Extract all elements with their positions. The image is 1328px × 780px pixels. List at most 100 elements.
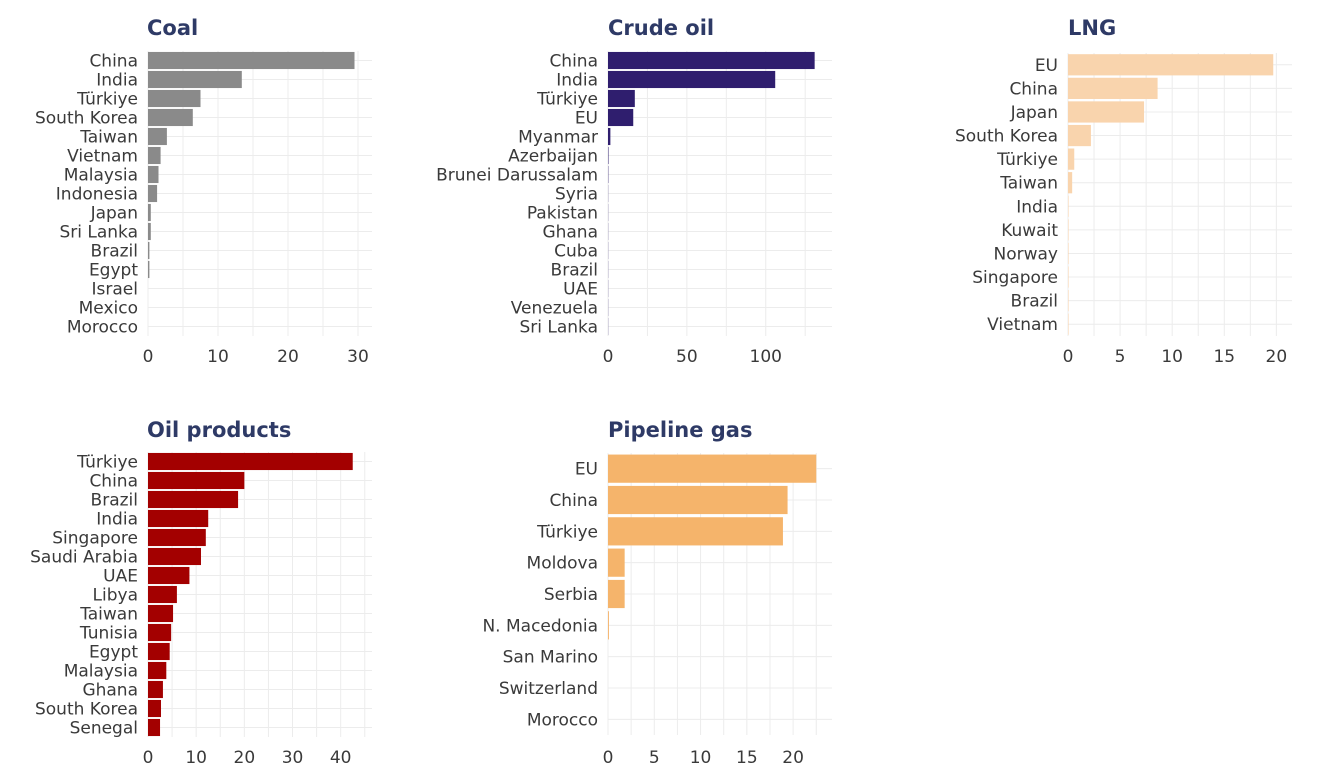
x-tick-label: 30 <box>282 748 304 768</box>
category-label: Morocco <box>67 318 138 338</box>
x-tick-label: 5 <box>649 748 660 768</box>
bar <box>608 611 609 640</box>
bar <box>1068 101 1145 123</box>
category-label: Vietnam <box>67 147 138 167</box>
x-tick-label: 0 <box>603 748 614 768</box>
category-label: EU <box>575 460 598 480</box>
category-label: N. Macedonia <box>482 616 598 636</box>
bar <box>148 127 167 146</box>
bar <box>1068 148 1075 170</box>
x-tick-label: 40 <box>330 748 352 768</box>
category-label: China <box>89 472 138 492</box>
category-label: India <box>96 510 138 530</box>
bar <box>148 528 206 547</box>
category-label: Saudi Arabia <box>30 548 138 568</box>
category-label: India <box>1016 197 1058 217</box>
category-label: South Korea <box>955 127 1058 147</box>
category-label: Vietnam <box>987 315 1058 335</box>
bar <box>148 604 174 623</box>
category-label: Norway <box>994 244 1059 264</box>
bar <box>1068 124 1091 147</box>
crude-oil-chart: ChinaIndiaTürkiyeEUMyanmarAzerbaijanBrun… <box>436 51 832 367</box>
category-label: Türkiye <box>536 90 598 110</box>
x-tick-label: 20 <box>277 347 299 367</box>
x-tick-label: 10 <box>185 748 207 768</box>
category-label: Indonesia <box>56 185 138 205</box>
bar <box>608 517 783 546</box>
bar <box>148 70 242 89</box>
bar <box>148 547 201 566</box>
bar <box>608 89 635 108</box>
bar <box>148 241 150 260</box>
bar <box>148 51 355 70</box>
bar <box>1068 172 1073 194</box>
bar <box>608 127 611 146</box>
x-tick-label: 5 <box>1115 347 1126 367</box>
x-tick-label: 20 <box>782 748 804 768</box>
category-label: Japan <box>90 204 138 224</box>
bar <box>1068 266 1069 288</box>
lng-chart: EU China Japan South Korea Türkiye Taiwan Indi… <box>955 53 1292 367</box>
category-label: Egypt <box>89 643 138 663</box>
category-label: Türkiye <box>996 150 1058 170</box>
category-label: Brazil <box>1011 292 1058 312</box>
category-label: Libya <box>93 586 138 606</box>
bar <box>148 718 161 737</box>
oil-products-title: Oil products <box>147 418 292 442</box>
bar <box>148 661 167 680</box>
category-label: Syria <box>555 185 598 205</box>
bar <box>1068 242 1069 265</box>
bar <box>148 642 170 661</box>
category-label: Azerbaijan <box>508 147 598 167</box>
x-tick-label: 20 <box>234 748 256 768</box>
bar <box>148 566 190 585</box>
bar <box>1068 313 1069 335</box>
bar <box>608 485 788 515</box>
bar <box>148 509 209 528</box>
category-label: Brazil <box>551 261 598 281</box>
category-label: Senegal <box>70 719 138 739</box>
bar <box>148 222 151 241</box>
category-label: Pakistan <box>527 204 598 224</box>
category-label: Singapore <box>52 529 138 549</box>
bar <box>608 454 817 483</box>
crude-oil-title: Crude oil <box>608 16 715 40</box>
category-label: Cuba <box>554 242 598 262</box>
pipeline-gas-chart: EU China Türkiye Moldova Serbia N. Macedonia S… <box>482 453 832 768</box>
category-label: Brunei Darussalam <box>436 166 598 186</box>
bar <box>148 452 353 471</box>
category-label: Switzerland <box>499 679 598 699</box>
category-label: Tunisia <box>79 624 138 644</box>
category-label: China <box>549 52 598 72</box>
bar <box>148 260 150 279</box>
category-label: Brazil <box>91 491 138 511</box>
category-label: Serbia <box>544 585 598 605</box>
bar <box>148 184 158 203</box>
category-label: Türkiye <box>76 90 138 110</box>
x-tick-label: 100 <box>750 347 782 367</box>
category-label: Ghana <box>82 681 138 701</box>
x-tick-label: 15 <box>1213 347 1235 367</box>
x-tick-label: 30 <box>347 347 369 367</box>
bar <box>148 699 162 718</box>
category-label: Morocco <box>527 710 598 730</box>
category-label: EU <box>1035 56 1058 76</box>
bar <box>148 585 177 604</box>
x-tick-label: 0 <box>143 748 154 768</box>
x-tick-label: 10 <box>207 347 229 367</box>
category-label: Singapore <box>972 268 1058 288</box>
category-label: San Marino <box>503 648 598 668</box>
bar <box>608 108 634 127</box>
bar <box>608 70 776 89</box>
category-label: Malaysia <box>64 166 138 186</box>
category-label: Türkiye <box>76 453 138 473</box>
category-label: Japan <box>1010 103 1058 123</box>
bar <box>1068 77 1158 99</box>
x-tick-label: 10 <box>690 748 712 768</box>
category-label: China <box>89 52 138 72</box>
bar <box>148 623 172 642</box>
category-label: Taiwan <box>79 128 138 148</box>
lng-title: LNG <box>1068 16 1117 40</box>
